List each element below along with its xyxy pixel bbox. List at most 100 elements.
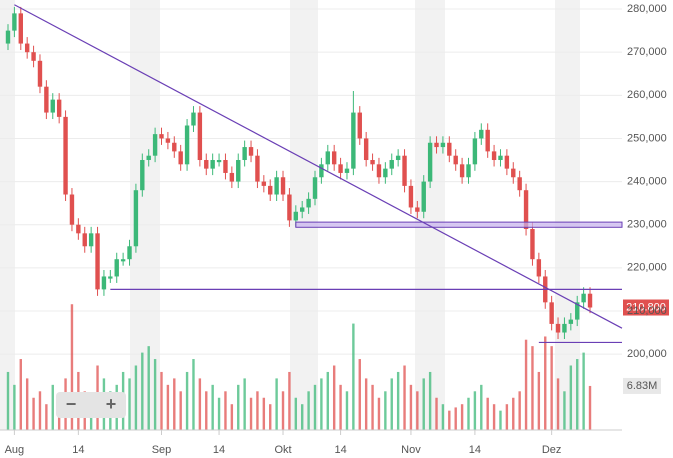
volume-bar	[288, 371, 291, 430]
volume-bar	[179, 391, 182, 430]
candle-body	[18, 13, 23, 44]
candle-body	[383, 168, 388, 178]
x-tick-label: 14	[72, 444, 84, 456]
resistance-zone	[295, 221, 623, 228]
volume-bar	[38, 391, 42, 430]
candle-body	[242, 147, 247, 161]
candle-body	[562, 323, 567, 333]
x-tick-label: Sep	[152, 444, 172, 456]
volume-bar	[531, 346, 534, 430]
volume-bar	[441, 404, 445, 430]
volume-bar	[505, 404, 509, 430]
candle-body	[555, 323, 561, 333]
candle-body	[427, 142, 433, 182]
volume-bar	[326, 371, 329, 430]
volume-bar	[243, 378, 246, 430]
candle-body	[395, 155, 401, 161]
y-tick-label: 200,000	[627, 348, 667, 360]
candle-body	[236, 160, 241, 182]
zoom-out-button[interactable]: −	[66, 394, 77, 414]
candle-body	[376, 164, 382, 178]
volume-bar	[467, 397, 470, 430]
candle-body	[568, 319, 574, 324]
candle-body	[549, 302, 554, 324]
candle-body	[152, 134, 158, 156]
candle-body	[338, 164, 343, 173]
candle-body	[287, 194, 292, 221]
y-tick-label: 250,000	[627, 132, 667, 144]
volume-bar	[134, 365, 138, 430]
volume-bar	[249, 397, 253, 430]
candle-body	[351, 112, 356, 169]
volume-bar	[205, 391, 208, 430]
volume-bar	[518, 391, 521, 430]
last-price-label: 210.800	[626, 301, 666, 313]
volume-bar	[352, 323, 355, 430]
candle-body	[210, 160, 215, 169]
candle-body	[127, 246, 132, 260]
volume-bar	[294, 397, 298, 430]
volume-bar	[230, 404, 234, 430]
candle-body	[63, 116, 68, 195]
candle-body	[37, 60, 43, 87]
volume-bar	[307, 391, 310, 430]
candle-body	[530, 229, 535, 260]
volume-bar	[32, 397, 35, 430]
volume-bar	[435, 397, 438, 430]
volume-bar	[448, 410, 451, 430]
y-tick-label: 230,000	[627, 219, 667, 231]
volume-bar	[262, 397, 266, 430]
volume-bar	[422, 378, 425, 430]
candle-body	[178, 151, 183, 165]
volume-bar	[345, 391, 349, 430]
volume-bar	[13, 384, 16, 430]
volume-bar	[544, 336, 547, 430]
volume-bar	[492, 404, 496, 430]
candle-body	[408, 185, 414, 208]
volume-bar	[224, 391, 227, 430]
volume-bar	[313, 384, 317, 430]
volume-bar	[550, 346, 553, 430]
candle-body	[459, 164, 465, 178]
volume-bar	[358, 359, 361, 430]
volume-bar	[185, 371, 189, 430]
candle-body	[31, 52, 36, 61]
candle-body	[312, 177, 318, 199]
candle-body	[293, 211, 299, 221]
candle-body	[357, 112, 362, 139]
candle-body	[146, 155, 151, 161]
zoom-in-button[interactable]: +	[106, 394, 117, 414]
candle-body	[268, 185, 273, 195]
volume-bar	[416, 391, 419, 430]
candle-body	[300, 207, 305, 212]
candle-body	[114, 259, 119, 277]
volume-bar	[409, 384, 413, 430]
y-tick-label: 220,000	[627, 262, 667, 274]
candle-body	[261, 181, 267, 186]
candle-body	[69, 194, 75, 225]
candle-body	[331, 151, 337, 165]
volume-bar	[473, 391, 477, 430]
x-tick-label: Nov	[401, 444, 421, 456]
x-tick-label: Dez	[542, 444, 562, 456]
candle-body	[216, 160, 222, 163]
candle-body	[44, 86, 49, 113]
volume-bar	[377, 397, 381, 430]
candle-body	[587, 293, 593, 308]
candle-body	[172, 142, 177, 152]
volume-bar	[198, 378, 202, 430]
volume-bar	[556, 378, 560, 430]
volume-bar	[582, 352, 585, 430]
volume-bar	[45, 404, 48, 430]
volume-bar	[160, 371, 163, 430]
zoom-box	[56, 392, 126, 418]
volume-bar	[486, 397, 489, 430]
candle-body	[581, 293, 586, 303]
candle-body	[466, 164, 471, 178]
y-tick-label: 240,000	[627, 175, 667, 187]
volume-bar	[332, 365, 336, 430]
candle-body	[24, 43, 30, 53]
volume-bar	[269, 404, 272, 430]
candle-body	[523, 190, 529, 230]
